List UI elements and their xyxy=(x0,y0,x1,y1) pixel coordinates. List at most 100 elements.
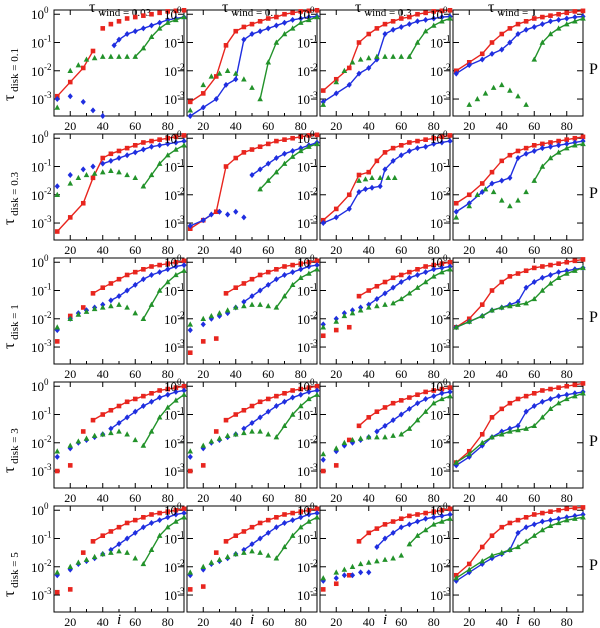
data-point-triangle xyxy=(531,56,538,62)
data-point-diamond xyxy=(273,524,279,531)
data-point-triangle xyxy=(116,53,122,59)
y-tick-label: 10-2 xyxy=(164,62,185,79)
data-point-diamond xyxy=(67,445,73,452)
data-point-diamond xyxy=(377,183,383,190)
data-point-triangle xyxy=(547,280,554,286)
x-tick-label: 40 xyxy=(97,243,109,257)
data-point-triangle xyxy=(572,267,578,273)
data-point-square xyxy=(431,509,437,514)
data-point-square xyxy=(540,388,545,393)
data-point-square xyxy=(116,403,122,409)
data-point-triangle xyxy=(67,315,74,321)
data-point-triangle xyxy=(555,25,562,31)
data-point-square xyxy=(366,288,372,293)
data-point-diamond xyxy=(314,387,320,394)
y-tick-exponent: -1 xyxy=(44,406,52,416)
data-point-square xyxy=(90,417,96,423)
data-point-square xyxy=(320,333,326,339)
data-point-diamond xyxy=(223,81,229,88)
data-point-triangle xyxy=(91,553,98,560)
data-point-square xyxy=(257,144,263,150)
data-point-square xyxy=(306,385,312,390)
y-tick-base: 10 xyxy=(164,160,177,175)
y-tick-base: 10 xyxy=(430,379,443,394)
data-point-triangle xyxy=(281,422,288,429)
data-point-diamond xyxy=(366,569,372,576)
x-tick-label: 40 xyxy=(496,243,508,257)
data-point-triangle xyxy=(580,264,586,271)
data-point-square xyxy=(80,429,86,434)
data-point-triangle xyxy=(406,541,413,547)
data-point-diamond xyxy=(374,295,380,302)
data-point-square xyxy=(415,392,420,398)
data-point-square xyxy=(233,533,239,538)
data-point-triangle xyxy=(422,408,429,414)
data-point-triangle xyxy=(523,425,529,431)
y-tick-label: 10-3 xyxy=(31,586,52,603)
data-point-square xyxy=(548,509,553,514)
data-point-square xyxy=(181,7,187,13)
data-point-triangle xyxy=(306,270,312,276)
data-point-square xyxy=(124,399,130,405)
data-point-square xyxy=(80,305,86,310)
data-point-square xyxy=(132,143,138,148)
y-tick-label: 100 xyxy=(164,129,182,146)
y-tick-exponent: -2 xyxy=(44,186,52,196)
data-point-diamond xyxy=(116,541,122,548)
data-point-square xyxy=(453,200,459,206)
data-point-triangle xyxy=(124,171,130,178)
data-point-square xyxy=(556,507,561,513)
data-point-triangle xyxy=(273,434,280,440)
data-point-diamond xyxy=(406,147,412,154)
x-tick-label: 80 xyxy=(428,367,440,381)
data-point-triangle xyxy=(349,310,356,316)
data-point-triangle xyxy=(75,62,82,68)
data-point-square xyxy=(149,138,154,144)
y-tick-label: 10-3 xyxy=(430,586,451,603)
data-point-square xyxy=(157,510,162,516)
x-tick-label: 80 xyxy=(561,119,573,133)
data-point-triangle xyxy=(132,310,139,316)
y-tick-exponent: -3 xyxy=(177,462,185,472)
data-point-diamond xyxy=(173,139,179,146)
y-tick-label: 10-1 xyxy=(430,34,451,51)
data-point-square xyxy=(407,140,412,145)
y-tick-base: 10 xyxy=(31,379,44,394)
y-tick-label: 100 xyxy=(430,377,448,394)
data-point-triangle xyxy=(374,558,380,564)
data-point-diamond xyxy=(124,535,130,542)
data-point-diamond xyxy=(374,543,380,550)
data-point-diamond xyxy=(531,279,537,286)
data-point-diamond xyxy=(447,511,453,518)
data-point-square xyxy=(382,522,388,527)
data-point-triangle xyxy=(422,279,429,285)
data-point-triangle xyxy=(257,428,263,434)
data-point-square xyxy=(54,589,60,595)
row-header-symbol: τ xyxy=(1,590,18,597)
data-point-square xyxy=(241,281,247,286)
y-tick-label: 100 xyxy=(31,253,49,270)
y-tick-exponent: -1 xyxy=(310,530,318,540)
y-tick-exponent: -3 xyxy=(443,214,451,224)
data-point-triangle xyxy=(382,434,388,440)
data-point-square xyxy=(173,259,179,265)
data-point-triangle xyxy=(531,422,538,429)
data-point-triangle xyxy=(249,428,255,434)
data-point-diamond xyxy=(306,388,312,395)
y-tick-exponent: -2 xyxy=(177,434,185,444)
data-point-triangle xyxy=(181,142,187,148)
y-tick-exponent: -2 xyxy=(44,310,52,320)
data-point-diamond xyxy=(414,518,421,525)
data-point-triangle xyxy=(563,145,570,151)
y-tick-label: 10-2 xyxy=(297,434,318,451)
data-point-triangle xyxy=(390,432,396,438)
data-point-triangle xyxy=(447,266,453,272)
data-point-diamond xyxy=(132,281,138,288)
data-point-triangle xyxy=(108,303,114,309)
y-tick-exponent: -1 xyxy=(443,406,451,416)
data-point-square xyxy=(213,429,219,434)
data-point-square xyxy=(67,215,73,220)
data-point-diamond xyxy=(241,36,247,43)
